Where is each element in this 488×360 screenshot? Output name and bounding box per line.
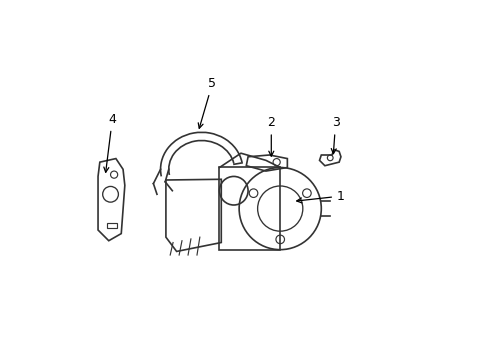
Bar [107,222,117,228]
Text: 5: 5 [198,77,216,128]
Bar [219,167,280,249]
Text: 4: 4 [103,113,116,172]
Text: 3: 3 [330,116,339,154]
Text: 1: 1 [296,190,344,203]
Text: 2: 2 [267,116,275,156]
